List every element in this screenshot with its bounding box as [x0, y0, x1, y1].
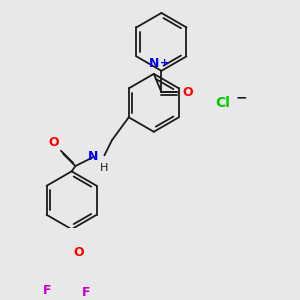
Text: O: O: [183, 86, 194, 99]
Text: F: F: [43, 284, 51, 297]
Text: +: +: [160, 58, 169, 68]
Text: N: N: [88, 150, 98, 164]
Text: H: H: [100, 163, 108, 173]
Text: O: O: [73, 246, 84, 259]
Text: F: F: [82, 286, 90, 299]
Text: N: N: [148, 57, 159, 70]
Text: −: −: [235, 91, 247, 104]
Text: O: O: [48, 136, 59, 149]
Text: Cl: Cl: [215, 96, 230, 110]
